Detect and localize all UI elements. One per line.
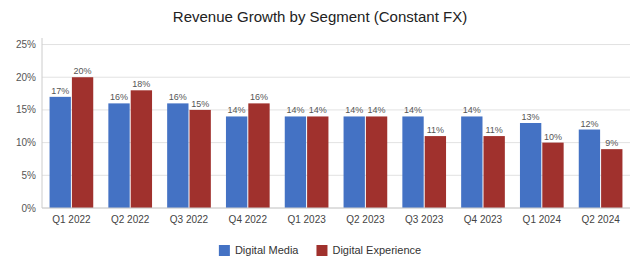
bar bbox=[425, 136, 446, 208]
bar bbox=[248, 103, 269, 208]
legend-item: Digital Media bbox=[219, 244, 299, 256]
bar bbox=[307, 116, 328, 208]
data-label: 14% bbox=[309, 105, 327, 115]
x-tick-label: Q2 2024 bbox=[581, 214, 620, 225]
data-label: 15% bbox=[191, 99, 209, 109]
legend-label: Digital Media bbox=[235, 244, 299, 256]
bar bbox=[190, 110, 211, 208]
x-tick-label: Q4 2022 bbox=[229, 214, 268, 225]
grid-line bbox=[42, 77, 630, 78]
data-label: 12% bbox=[580, 119, 598, 129]
data-label: 18% bbox=[132, 79, 150, 89]
data-label: 14% bbox=[228, 105, 246, 115]
bar bbox=[601, 149, 622, 208]
x-tick-label: Q3 2023 bbox=[405, 214, 444, 225]
chart-title: Revenue Growth by Segment (Constant FX) bbox=[173, 8, 467, 25]
x-tick-label: Q2 2023 bbox=[346, 214, 385, 225]
y-tick-label: 5% bbox=[22, 170, 37, 181]
data-label: 14% bbox=[286, 105, 304, 115]
x-axis: Q1 2022 Q2 2022 Q3 2022 Q4 2022 Q1 2023 Q2 20… bbox=[42, 208, 630, 225]
legend-item: Digital Experience bbox=[316, 244, 421, 256]
bar bbox=[579, 130, 600, 208]
grid-line bbox=[42, 208, 630, 209]
bar bbox=[542, 143, 563, 208]
data-labels: 17% 16% 16% 14% 14% 14% 14% 14% 13% 12% 20% 18% 15% 1… bbox=[51, 66, 618, 148]
bar bbox=[461, 116, 482, 208]
bar bbox=[167, 103, 188, 208]
bar bbox=[484, 136, 505, 208]
bar bbox=[50, 97, 71, 208]
data-label: 14% bbox=[463, 105, 481, 115]
grid-line bbox=[42, 142, 630, 143]
legend: Digital Media Digital Experience bbox=[219, 244, 421, 256]
bar bbox=[131, 90, 152, 208]
grid-line bbox=[42, 175, 630, 176]
bar bbox=[285, 116, 306, 208]
y-tick-label: 25% bbox=[16, 39, 36, 50]
data-label: 20% bbox=[74, 66, 92, 76]
bar bbox=[72, 77, 93, 208]
x-tick-label: Q4 2023 bbox=[464, 214, 503, 225]
data-label: 9% bbox=[605, 138, 618, 148]
legend-swatch bbox=[219, 245, 230, 256]
bar bbox=[344, 116, 365, 208]
data-label: 14% bbox=[404, 105, 422, 115]
chart-svg: Revenue Growth by Segment (Constant FX) 0… bbox=[0, 0, 640, 270]
bar bbox=[366, 116, 387, 208]
data-label: 13% bbox=[522, 112, 540, 122]
bar bbox=[402, 116, 423, 208]
y-tick-label: 15% bbox=[16, 104, 36, 115]
data-label: 14% bbox=[368, 105, 386, 115]
grid-line bbox=[42, 44, 630, 45]
bar bbox=[226, 116, 247, 208]
data-label: 11% bbox=[427, 125, 444, 135]
legend-label: Digital Experience bbox=[332, 244, 421, 256]
y-axis-line bbox=[42, 38, 43, 208]
data-label: 16% bbox=[169, 92, 187, 102]
x-tick-label: Q1 2024 bbox=[523, 214, 562, 225]
data-label: 16% bbox=[250, 92, 268, 102]
data-label: 17% bbox=[51, 86, 69, 96]
x-tick-label: Q2 2022 bbox=[111, 214, 150, 225]
x-tick-label: Q1 2023 bbox=[287, 214, 326, 225]
x-axis-line bbox=[42, 208, 630, 209]
bar bbox=[108, 103, 129, 208]
page: {"chart_data": {"type": "bar", "title": … bbox=[0, 0, 640, 270]
y-tick-label: 0% bbox=[22, 203, 37, 214]
grid-line bbox=[42, 109, 630, 110]
bar bbox=[520, 123, 541, 208]
y-tick-label: 20% bbox=[16, 72, 36, 83]
data-label: 10% bbox=[544, 132, 562, 142]
x-tick-label: Q1 2022 bbox=[52, 214, 91, 225]
grid bbox=[42, 45, 630, 208]
data-label: 14% bbox=[345, 105, 363, 115]
chart-container: Revenue Growth by Segment (Constant FX) 0… bbox=[0, 0, 640, 270]
y-tick-label: 10% bbox=[16, 137, 36, 148]
bars bbox=[50, 77, 623, 208]
data-label: 11% bbox=[485, 125, 502, 135]
legend-swatch bbox=[316, 245, 327, 256]
y-axis: 0% 5% 10% 15% 20% 25% bbox=[16, 38, 42, 214]
x-tick-label: Q3 2022 bbox=[170, 214, 209, 225]
data-label: 16% bbox=[110, 92, 128, 102]
